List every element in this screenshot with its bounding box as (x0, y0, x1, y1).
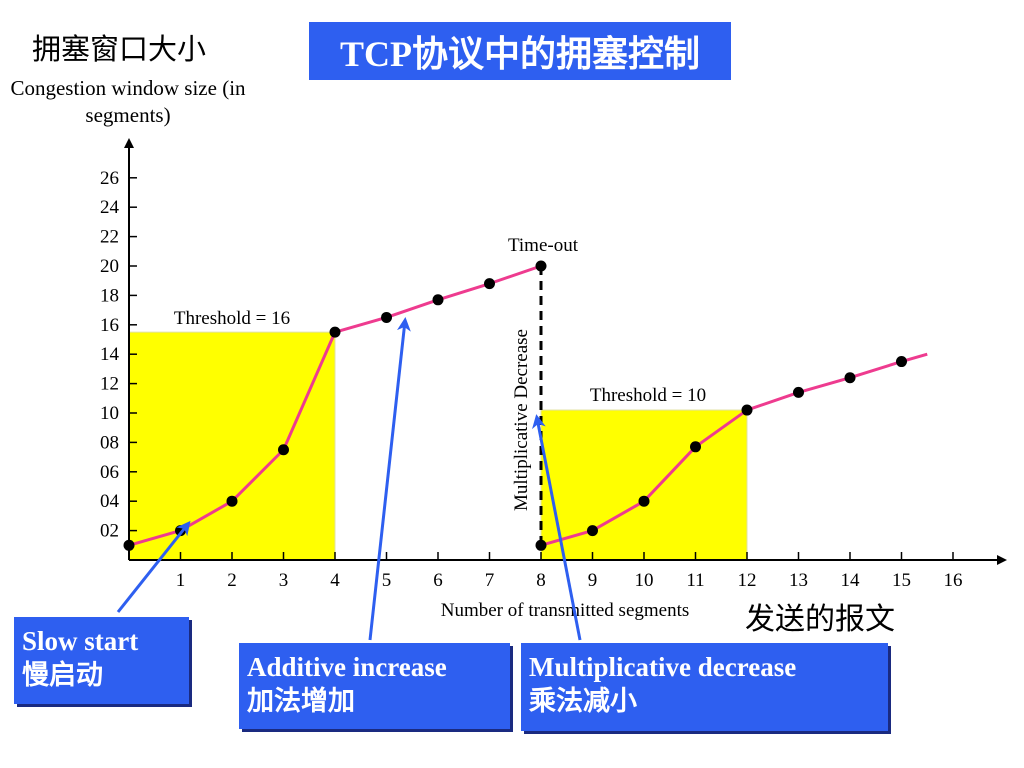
y-tick-label: 12 (100, 374, 119, 395)
multiplicative-decrease-vertical-label: Multiplicative Decrease (511, 329, 532, 511)
y-tick-label: 20 (100, 256, 119, 277)
x-tick-label: 2 (227, 570, 237, 591)
data-point (381, 311, 392, 323)
x-tick-label: 14 (841, 570, 861, 591)
data-point (484, 278, 495, 290)
threshold-label: Threshold = 10 (590, 385, 706, 406)
data-point (690, 441, 701, 453)
data-point (793, 386, 804, 398)
additive-increase-label-chinese: 加法增加 (247, 686, 355, 716)
y-tick-label: 22 (100, 227, 119, 248)
data-point (432, 294, 444, 306)
y-tick-label: 10 (100, 403, 119, 424)
x-tick-label: 8 (536, 570, 546, 591)
additive-increase-label: Additive increase (247, 652, 447, 682)
x-tick-label: 7 (485, 570, 495, 591)
page-title: TCP协议中的拥塞控制 (309, 22, 731, 80)
slow-start-callout: Slow start 慢启动 (14, 617, 189, 704)
x-tick-label: 3 (279, 570, 289, 591)
y-tick-label: 14 (100, 344, 120, 365)
data-point (587, 525, 598, 537)
data-point (741, 404, 753, 416)
x-tick-label: 12 (738, 570, 757, 591)
data-point (226, 495, 238, 507)
additive-increase-arrow (368, 317, 411, 641)
y-tick-label: 04 (100, 491, 120, 512)
slow-start-label: Slow start (22, 626, 139, 656)
x-axis-title: Number of transmitted segments (441, 600, 690, 621)
y-tick-label: 06 (100, 462, 119, 483)
timeout-label: Time-out (508, 235, 579, 256)
y-axis-title: Congestion window size (in segments) (10, 76, 246, 127)
slow-start-label-chinese: 慢启动 (22, 660, 103, 690)
x-tick-label: 10 (635, 570, 654, 591)
slow-start-arrow (116, 520, 191, 613)
x-axis-title-chinese: 发送的报文 (745, 603, 895, 636)
x-tick-label: 15 (892, 570, 911, 591)
x-tick-label: 9 (588, 570, 598, 591)
multiplicative-decrease-callout: Multiplicative decrease 乘法减小 (521, 643, 888, 731)
x-tick-label: 13 (789, 570, 808, 591)
x-tick-label: 1 (176, 570, 186, 591)
x-tick-label: 4 (330, 570, 340, 591)
x-tick-label: 16 (944, 570, 963, 591)
threshold-label: Threshold = 16 (174, 308, 290, 329)
y-tick-label: 24 (100, 197, 120, 218)
y-tick-label: 02 (100, 521, 119, 542)
multiplicative-decrease-label: Multiplicative decrease (529, 652, 797, 682)
data-point (638, 495, 650, 507)
data-point (535, 539, 547, 551)
x-tick-label: 11 (686, 570, 704, 591)
multiplicative-decrease-arrow (532, 414, 582, 641)
x-tick-label: 6 (433, 570, 443, 591)
y-tick-label: 18 (100, 285, 119, 306)
multiplicative-decrease-label-chinese: 乘法减小 (529, 686, 637, 716)
y-tick-label: 08 (100, 432, 119, 453)
y-tick-label: 26 (100, 168, 119, 189)
y-tick-label: 16 (100, 315, 119, 336)
x-tick-label: 5 (382, 570, 392, 591)
data-point (123, 539, 135, 551)
data-point (896, 356, 907, 368)
data-point (278, 444, 289, 456)
data-point (844, 372, 856, 384)
y-axis-title-chinese: 拥塞窗口大小 (32, 34, 207, 66)
additive-increase-callout: Additive increase 加法增加 (239, 643, 510, 729)
data-point (329, 326, 341, 338)
threshold-region-1 (128, 331, 336, 561)
